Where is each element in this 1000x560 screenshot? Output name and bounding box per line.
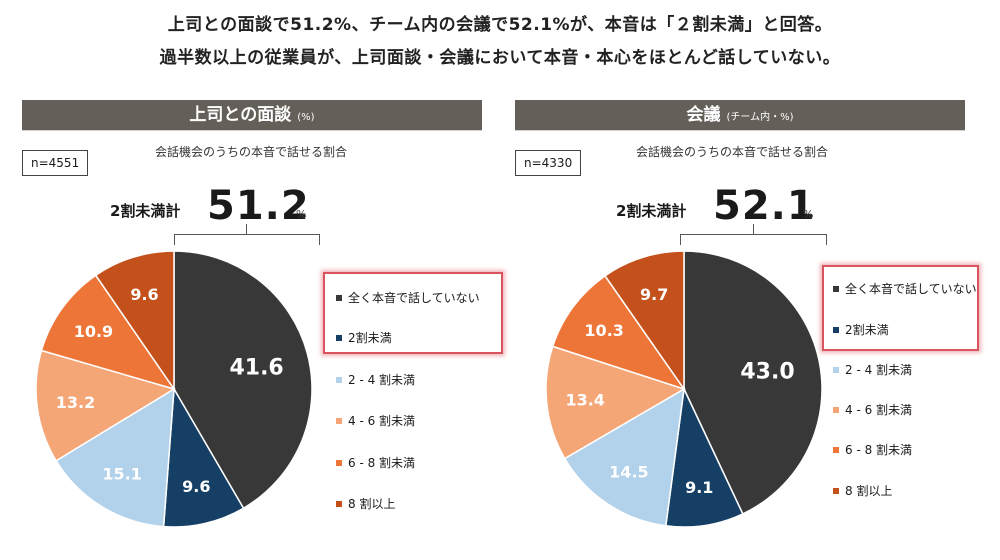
panel-unit: (チーム内・%) [726, 112, 794, 123]
legend-label: 2割未満 [845, 323, 889, 337]
sample-size-box: n=4330 [515, 150, 582, 176]
legend-swatch-icon [336, 376, 342, 383]
legend-label: 6 - 8 割未満 [845, 443, 913, 457]
panel-header: 上司との面談 (%) [22, 100, 482, 131]
legend-swatch-icon [833, 406, 839, 413]
legend-label: 6 - 8 割未満 [348, 456, 416, 470]
bracket [174, 234, 320, 245]
bracket [680, 234, 827, 245]
pie-slice-label: 10.3 [584, 321, 623, 340]
pie-slice-label: 9.6 [130, 285, 158, 304]
pie-slice-label: 15.1 [102, 465, 141, 484]
legend-item: 2 - 4 割未満 [833, 361, 912, 378]
pie-slice [55, 387, 175, 528]
legend-label: 2 - 4 割未満 [348, 373, 416, 387]
pie-slice [162, 386, 245, 528]
legend-swatch-icon [833, 366, 839, 373]
total-value: 51.2 [207, 183, 310, 229]
legend-label: 2割未満 [348, 331, 392, 345]
legend-label: 8 割以上 [845, 484, 893, 498]
panel-header: 会議 (チーム内・%) [515, 100, 965, 131]
pie-slice [173, 250, 313, 510]
pie-chart-boss-interview: 41.6 9.6 15.1 13.2 10.9 9.6 [35, 250, 313, 528]
legend-swatch-icon [336, 334, 342, 341]
headline-line-2: 過半数以上の従業員が、上司面談・会議において本音・本心をほとんど話していない。 [159, 48, 841, 68]
legend-item: 全く本音で話していない [833, 280, 977, 297]
highlight-box [822, 265, 979, 351]
pie-chart-team-meeting: 43.0 9.1 14.5 13.4 10.3 9.7 [545, 250, 823, 528]
legend-item: 8 割以上 [833, 482, 892, 499]
legend-label: 全く本音で話していない [845, 282, 977, 296]
total-label: 2割未満計 [616, 202, 687, 220]
pie-slice [603, 250, 685, 392]
sample-size-box: n=4551 [22, 150, 89, 176]
legend-swatch-icon [336, 417, 342, 424]
total-unit: % [296, 208, 307, 221]
bracket-tick [753, 224, 754, 234]
pie-slice-label: 41.6 [229, 356, 283, 381]
pie-slice [551, 274, 686, 391]
highlight-box [323, 272, 503, 354]
legend-item: 8 割以上 [336, 495, 395, 512]
legend-item: 6 - 8 割未満 [833, 441, 912, 458]
pie-slice [35, 349, 176, 462]
pie-slice-label: 13.4 [565, 391, 604, 410]
total-value: 52.1 [713, 183, 816, 229]
pie-slice [94, 250, 175, 392]
legend-item: 4 - 6 割未満 [336, 412, 415, 429]
legend-item: 2 - 4 割未満 [336, 371, 415, 388]
legend-label: 4 - 6 割未満 [348, 414, 416, 428]
legend-item: 全く本音で話していない [336, 289, 480, 306]
chart-subtitle: 会話機会のうちの本音で話せる割合 [636, 145, 829, 159]
legend-swatch-icon [833, 446, 839, 453]
legend-item: 2割未満 [833, 321, 889, 338]
pie-slice [563, 387, 685, 527]
legend-label: 4 - 6 割未満 [845, 403, 913, 417]
legend-swatch-icon [833, 487, 839, 494]
panel-title: 会議 [686, 105, 721, 125]
pie-slice [545, 345, 686, 460]
pie-slice-label: 9.1 [685, 478, 713, 497]
panel-unit: (%) [297, 112, 315, 123]
total-label: 2割未満計 [110, 202, 181, 220]
chart-subtitle: 会話機会のうちの本音で話せる割合 [155, 145, 348, 159]
pie-slice [665, 386, 744, 528]
legend-label: 2 - 4 割未満 [845, 363, 913, 377]
panel-title: 上司との面談 [189, 105, 292, 125]
legend-swatch-icon [336, 294, 342, 301]
legend-label: 8 割以上 [348, 497, 396, 511]
total-unit: % [803, 208, 814, 221]
legend-swatch-icon [336, 459, 342, 466]
legend-swatch-icon [833, 285, 839, 292]
pie-slice [40, 274, 176, 391]
pie-slice-label: 9.6 [182, 477, 210, 496]
pie-slice-label: 10.9 [74, 322, 113, 341]
pie-slice [683, 250, 823, 515]
legend-swatch-icon [336, 500, 342, 507]
headline-line-1: 上司との面談で51.2%、チーム内の会議で52.1%が、本音は「２割未満」と回答… [167, 15, 833, 35]
legend-item: 6 - 8 割未満 [336, 454, 415, 471]
legend-swatch-icon [833, 326, 839, 333]
pie-slice-label: 43.0 [740, 359, 794, 384]
pie-slice-label: 14.5 [609, 463, 648, 482]
pie-slice-label: 13.2 [56, 393, 95, 412]
legend-item: 4 - 6 割未満 [833, 401, 912, 418]
legend-label: 全く本音で話していない [348, 291, 480, 305]
legend-item: 2割未満 [336, 329, 392, 346]
pie-slice-label: 9.7 [640, 285, 668, 304]
bracket-tick [246, 224, 247, 234]
